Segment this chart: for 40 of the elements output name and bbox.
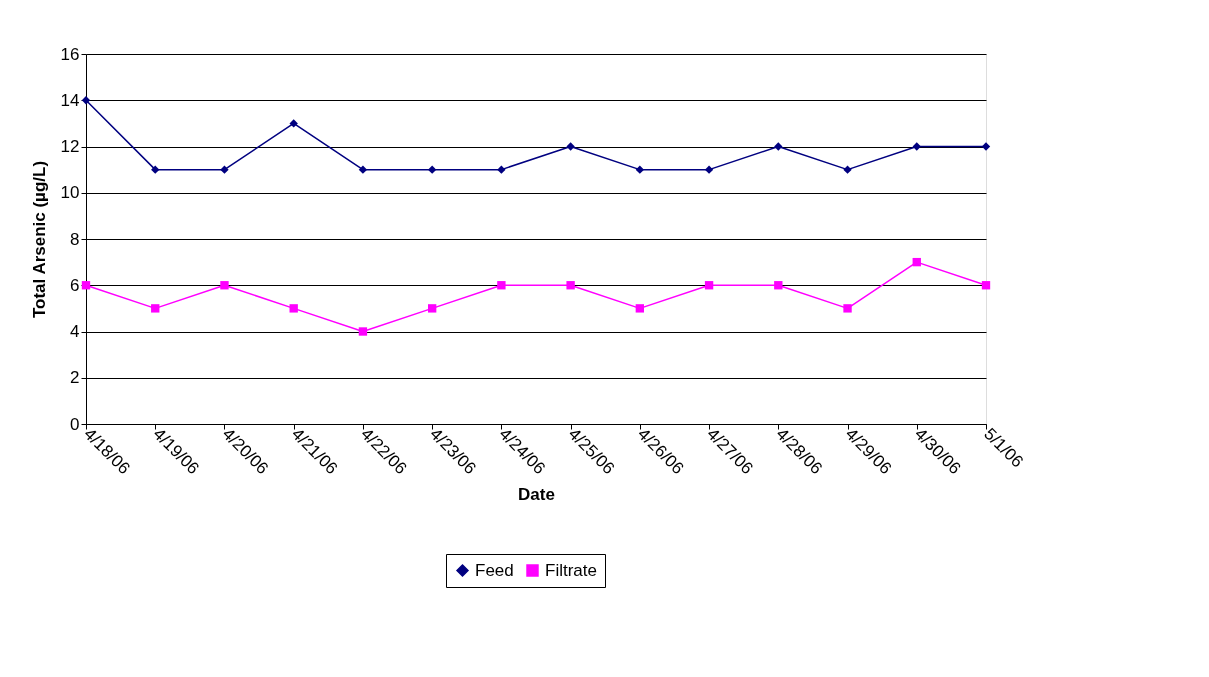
- y-tick-label: 12: [60, 137, 80, 156]
- point: [358, 327, 368, 336]
- point: [774, 142, 783, 151]
- point: [497, 281, 506, 290]
- point: [635, 304, 645, 313]
- point: [220, 281, 229, 290]
- y-tick-label: 14: [60, 90, 80, 110]
- y-tick-label: 6: [70, 275, 80, 295]
- x-axis-title: Date: [518, 485, 555, 505]
- y-tick-label: 0: [70, 414, 80, 434]
- point: [151, 304, 160, 313]
- point: [427, 304, 437, 313]
- point: [427, 165, 437, 174]
- point: [981, 142, 991, 151]
- point: [774, 281, 783, 290]
- y-tick-label: 16: [60, 44, 80, 64]
- point: [220, 165, 229, 174]
- y-tick-label: 8: [70, 229, 80, 249]
- y-tick-label: 10: [60, 183, 80, 203]
- point: [912, 257, 921, 267]
- y-axis-title: Total Arsenic (µg/L): [29, 160, 49, 319]
- point: [289, 304, 298, 313]
- point: [635, 165, 645, 174]
- point: [843, 304, 852, 313]
- point: [704, 165, 714, 174]
- point: [358, 165, 368, 174]
- y-tick-label: 4: [70, 322, 80, 341]
- legend-label: Filtrate: [545, 560, 597, 580]
- point: [497, 165, 506, 174]
- point: [289, 119, 298, 128]
- point: [704, 281, 714, 290]
- point: [912, 142, 921, 151]
- point: [81, 281, 91, 290]
- point: [151, 165, 160, 174]
- legend-label: Feed: [475, 560, 514, 580]
- point: [566, 142, 575, 151]
- point: [566, 281, 575, 290]
- point: [843, 165, 852, 174]
- y-tick-label: 2: [70, 368, 80, 388]
- point: [981, 281, 991, 290]
